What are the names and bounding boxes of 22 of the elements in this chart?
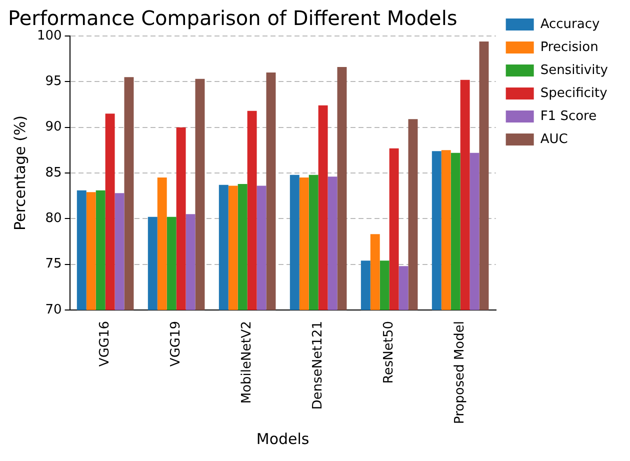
x-tick-label: VGG19 <box>168 320 184 367</box>
chart-title: Performance Comparison of Different Models <box>8 6 458 30</box>
legend-label: Specificity <box>540 86 608 101</box>
legend-label: F1 Score <box>540 108 597 124</box>
legend-label: Precision <box>540 40 598 55</box>
y-tick-label: 80 <box>45 211 62 226</box>
y-tick-label: 70 <box>45 302 62 318</box>
x-axis-title: Models <box>256 430 310 448</box>
y-tick-label: 100 <box>36 28 62 44</box>
x-tick-label: Proposed Model <box>452 320 468 424</box>
x-tick-label: DenseNet121 <box>310 320 326 410</box>
y-tick-label: 75 <box>45 256 62 272</box>
y-tick-label: 85 <box>45 165 62 180</box>
y-tick-label: 90 <box>45 120 62 135</box>
y-axis-title: Percentage (%) <box>10 115 29 231</box>
x-tick-label: VGG16 <box>98 320 113 367</box>
legend-label: AUC <box>540 132 568 147</box>
x-tick-label: ResNet50 <box>382 320 397 384</box>
legend-label: Accuracy <box>540 16 600 32</box>
legend-label: Sensitivity <box>540 62 608 78</box>
y-tick-label: 95 <box>45 74 62 90</box>
x-tick-label: MobileNetV2 <box>240 320 255 404</box>
